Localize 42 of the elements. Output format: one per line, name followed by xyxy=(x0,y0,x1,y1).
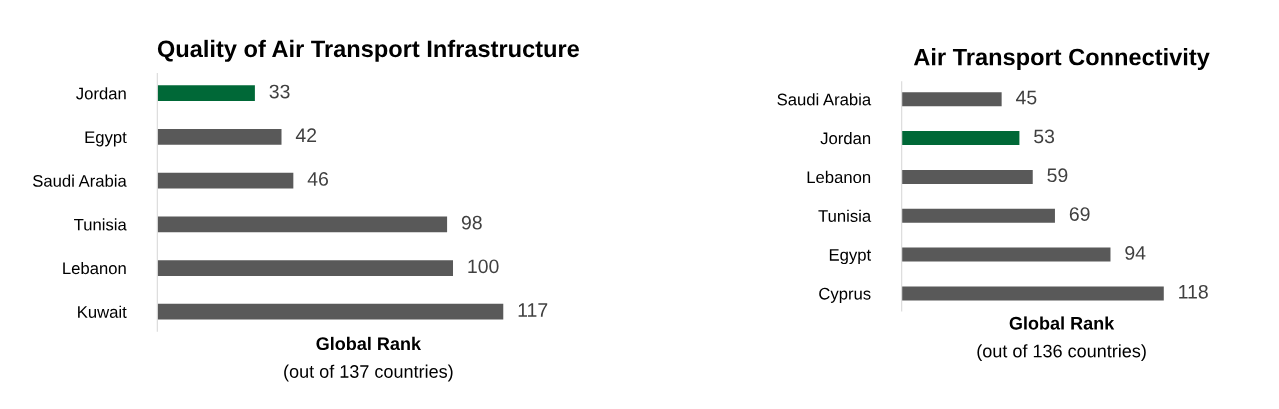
data-label: 45 xyxy=(1015,90,1037,105)
bar xyxy=(157,303,504,320)
chart-title: Air Transport Connectivity xyxy=(913,48,1210,71)
y-tick-label: Jordan xyxy=(820,132,871,145)
bar xyxy=(901,92,1002,107)
chart-title: Quality of Air Transport Infrastructure xyxy=(157,39,579,62)
data-label: 69 xyxy=(1069,207,1090,221)
x-axis-title: Global Rank xyxy=(316,336,422,351)
data-label: 46 xyxy=(307,172,328,186)
data-label: 33 xyxy=(269,84,290,99)
x-axis-title: Global Rank xyxy=(1009,316,1115,330)
data-label: 118 xyxy=(1179,284,1208,299)
data-label: 53 xyxy=(1034,129,1055,144)
y-tick-label: Lebanon xyxy=(63,261,126,275)
y-tick-label: Tunisia xyxy=(818,209,872,222)
bar xyxy=(157,172,294,189)
bar xyxy=(157,85,255,102)
y-tick-label: Tunisia xyxy=(74,218,127,231)
bar xyxy=(901,169,1033,184)
data-label: 94 xyxy=(1125,246,1146,260)
data-label: 42 xyxy=(295,128,317,142)
bar xyxy=(901,131,1020,146)
y-tick-label: Egypt xyxy=(829,249,872,265)
bar xyxy=(157,129,282,145)
bar xyxy=(157,260,454,276)
bar xyxy=(157,216,448,233)
y-tick-label: Jordan xyxy=(76,87,126,100)
data-label: 59 xyxy=(1047,168,1068,183)
y-tick-label: Saudi Arabia xyxy=(777,93,872,106)
text: (out of 137 countries) xyxy=(284,364,453,382)
text: (out of 136 countries) xyxy=(977,344,1146,361)
y-tick-label: Cyprus xyxy=(819,287,871,303)
y-tick-label: Lebanon xyxy=(807,170,871,184)
bar xyxy=(901,286,1164,301)
y-tick-label: Kuwait xyxy=(78,305,127,318)
data-label: 98 xyxy=(461,215,482,230)
y-tick-label: Saudi Arabia xyxy=(33,174,127,187)
data-label: 100 xyxy=(468,259,499,274)
y-tick-label: Egypt xyxy=(85,131,127,147)
bar xyxy=(901,208,1055,223)
data-label: 117 xyxy=(518,303,548,317)
bar xyxy=(901,247,1111,262)
